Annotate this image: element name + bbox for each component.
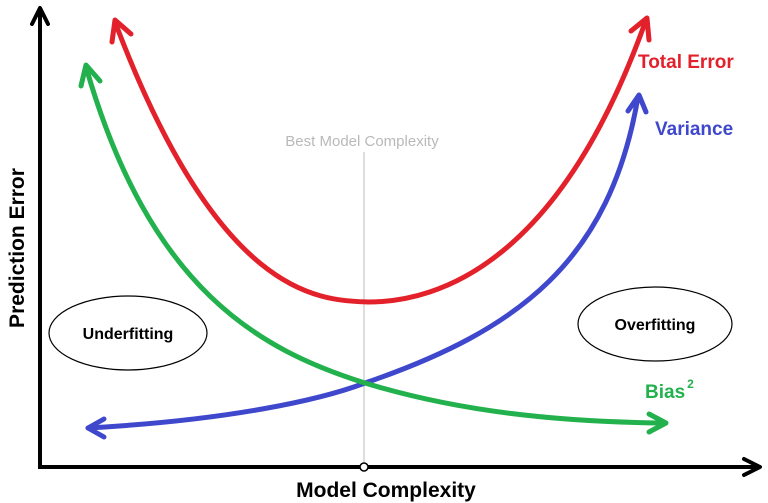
y-axis-label: Prediction Error	[6, 168, 29, 328]
x-axis-label: Model Complexity	[296, 479, 476, 502]
variance-arrowhead-left	[85, 416, 107, 440]
overfitting-ellipse	[577, 286, 733, 362]
bias-arrowhead-left	[78, 62, 103, 89]
variance-arrowhead-right	[625, 92, 649, 115]
bias-label-text: Bias	[645, 382, 685, 403]
total-error-arrowhead-left	[109, 17, 134, 45]
total-error-curve	[112, 17, 649, 305]
variance-curve	[85, 94, 641, 431]
total-error-label: Total Error	[638, 52, 734, 73]
x-axis-arrowhead	[742, 457, 762, 477]
bias-arrowhead-right	[646, 411, 669, 435]
underfitting-ellipse	[48, 295, 208, 371]
total-error-arrowhead-right	[628, 15, 652, 43]
bias-label: Bias 2	[645, 377, 694, 403]
bias-curve	[83, 64, 668, 426]
underfitting-label: Underfitting	[83, 326, 174, 343]
overfitting-label: Overfitting	[615, 317, 696, 334]
variance-label: Variance	[655, 119, 733, 140]
best-complexity-label: Best Model Complexity	[285, 133, 439, 150]
best-complexity-point	[359, 462, 369, 472]
bias-label-superscript: 2	[687, 377, 694, 391]
y-axis-arrowhead	[30, 6, 50, 26]
